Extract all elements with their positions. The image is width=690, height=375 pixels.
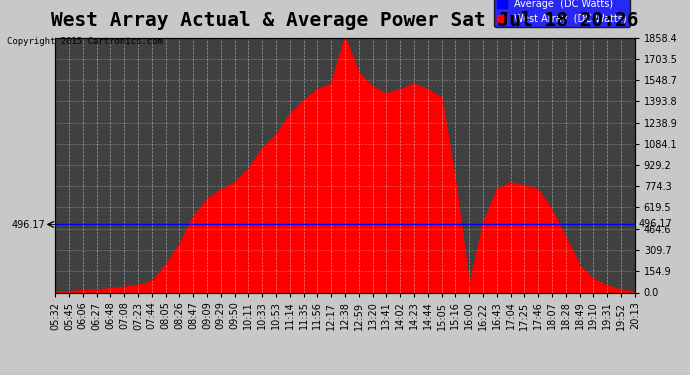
Text: Copyright 2015 Cartronics.com: Copyright 2015 Cartronics.com [7,38,163,46]
Text: 496.17: 496.17 [639,219,673,230]
Text: West Array Actual & Average Power Sat Jul 18 20:26: West Array Actual & Average Power Sat Ju… [51,11,639,30]
Legend: Average  (DC Watts), West Array  (DC Watts): Average (DC Watts), West Array (DC Watts… [494,0,630,27]
